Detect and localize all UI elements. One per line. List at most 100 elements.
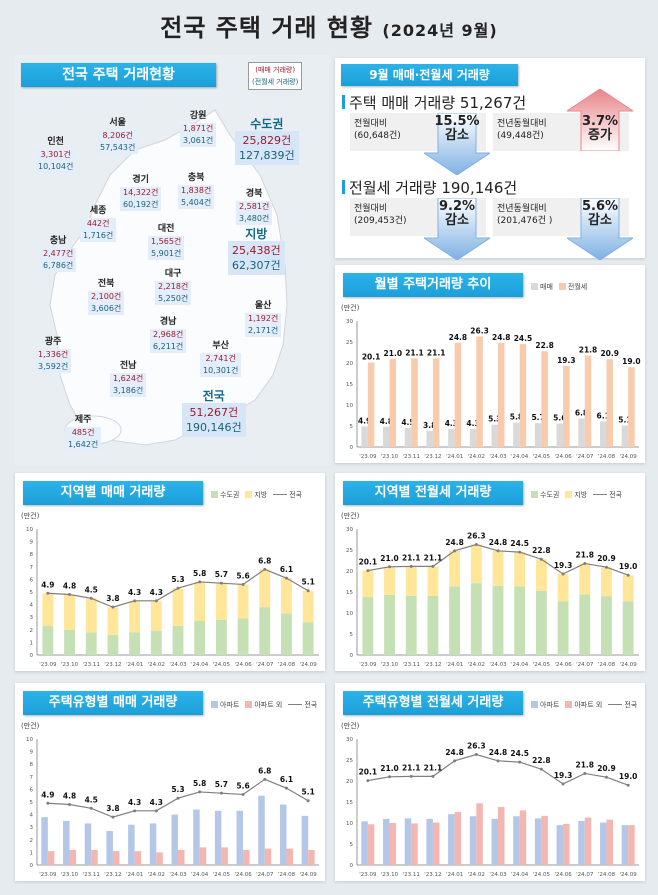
region-name: 부산	[212, 341, 229, 351]
bar-아파트	[279, 804, 287, 865]
bar-지방	[64, 594, 75, 630]
bar-아파트	[383, 818, 390, 865]
chart-legend: 매매 전월세	[525, 282, 587, 292]
chart-legend: 아파트 아파트 외 전국	[205, 700, 317, 710]
legend-label: 아파트	[540, 701, 560, 709]
data-label: 22.8	[532, 546, 551, 555]
bar-아파트 외	[432, 822, 440, 865]
x-tick-label: '24.02	[468, 662, 485, 668]
region-name: 강원	[189, 111, 207, 121]
bar-수도권	[514, 586, 526, 655]
data-label: 24.8	[489, 748, 508, 757]
sale-count: 1,838건	[181, 186, 212, 195]
line-point	[409, 564, 413, 568]
data-label: 21.0	[380, 554, 399, 563]
data-label: 21.1	[424, 763, 443, 772]
x-tick-label: '23.11	[83, 872, 100, 878]
map-legend: (매매 거래량) (전월세 거래량)	[248, 62, 303, 90]
chart-panel-type-sale: 주택유형별 매매 거래량 아파트 아파트 외 전국 (만건) 0 1 2 3 4 5 6 7 8 9 10 '2…	[15, 683, 325, 881]
y-tick-label: 6	[30, 787, 34, 793]
summary-heading: 9월 매매·전월세 거래량	[341, 64, 518, 86]
x-tick-label: '23.12	[104, 662, 121, 668]
bar-아파트	[361, 821, 368, 865]
region-경기: 경기 14,322건 60,192건	[120, 174, 162, 211]
line-point	[583, 771, 587, 775]
bar-매매	[534, 423, 542, 447]
bar-아파트	[258, 795, 265, 865]
x-tick-label: '24.08	[278, 662, 296, 668]
y-tick-label: 5	[350, 842, 354, 848]
compare-base: (201,476건 )	[497, 216, 553, 226]
y-tick-label: 5	[350, 632, 354, 638]
data-label: 26.3	[470, 327, 489, 336]
region-충북: 충북 1,838건 5,404건	[178, 172, 215, 209]
sale-count: 51,267건	[189, 406, 239, 419]
data-label: 4.9	[358, 416, 371, 425]
region-values: 2,741건 10,301건	[200, 353, 242, 377]
y-tick-label: 25	[346, 340, 353, 346]
line-point	[604, 775, 608, 779]
rent-count: 57,543건	[100, 143, 136, 152]
y-unit: (만건)	[341, 304, 360, 312]
region-values: 2,477건 6,786건	[40, 248, 77, 272]
legend-label: 전국	[609, 491, 623, 499]
region-수도권: 수도권 25,829건 127,839건	[235, 118, 299, 165]
data-label: 5.1	[302, 788, 315, 797]
title-period: (2024년 9월)	[382, 21, 498, 40]
data-label: 4.5	[401, 418, 414, 427]
sale-count: 2,968건	[153, 330, 184, 339]
region-전국: 전국 51,267건 190,146건	[182, 390, 246, 437]
legend-swatch	[558, 283, 566, 290]
page-title: 전국 주택 거래 현황 (2024년 9월)	[0, 8, 658, 43]
x-tick-label: '23.12	[424, 454, 441, 460]
bar-아파트	[63, 820, 70, 865]
line-point	[453, 759, 457, 763]
bar-아파트 외	[454, 812, 462, 865]
bar-아파트 외	[367, 824, 375, 865]
bar-수도권	[259, 607, 271, 655]
x-tick-label: '23.11	[83, 662, 100, 668]
bar-아파트 외	[91, 849, 98, 865]
x-tick-label: '24.02	[148, 872, 165, 878]
bar-지방	[302, 590, 314, 623]
data-label: 5.3	[171, 785, 184, 794]
x-tick-label: '24.08	[598, 454, 616, 460]
bar-지방	[129, 600, 141, 633]
chart-legend: 수도권 지방 전국	[205, 490, 302, 500]
arrow-down-icon	[424, 198, 490, 260]
bar-매매	[383, 426, 390, 447]
x-tick-label: '23.11	[403, 662, 420, 668]
data-label: 4.3	[128, 588, 141, 597]
rent-count: 3,480건	[239, 214, 270, 223]
data-label: 4.5	[85, 585, 98, 594]
x-tick-label: '24.08	[278, 872, 296, 878]
chart-title: 지역별 전월세 거래량	[343, 481, 523, 505]
data-label: 21.0	[380, 764, 399, 773]
x-tick-label: '23.11	[403, 454, 420, 460]
bar-전월세	[584, 355, 592, 447]
data-label: 5.8	[193, 569, 206, 578]
y-tick-label: 0	[350, 653, 354, 659]
y-unit: (만건)	[341, 722, 360, 730]
compare-direction: 감소	[445, 128, 469, 143]
bar-아파트 외	[47, 851, 55, 865]
region-values: 51,267건 190,146건	[182, 403, 246, 437]
line-point	[198, 580, 202, 584]
legend-line	[288, 704, 303, 705]
region-서울: 서울 8,206건 57,543건	[97, 117, 139, 154]
bar-아파트	[193, 809, 200, 865]
data-label: 6.1	[280, 565, 293, 574]
line-point	[583, 561, 587, 565]
rent-count: 3,592건	[38, 362, 69, 371]
sale-count: 1,565건	[151, 237, 182, 246]
x-tick-label: '24.06	[234, 662, 252, 668]
region-name: 대구	[164, 269, 182, 279]
data-label: 22.8	[535, 341, 554, 350]
x-tick-label: '23.10	[61, 662, 79, 668]
region-name: 충남	[49, 236, 67, 246]
region-대구: 대구 2,218건 5,250건	[155, 268, 192, 305]
y-tick-label: 25	[346, 548, 353, 554]
legend-label: 지방	[574, 491, 588, 499]
bar-매매	[448, 428, 455, 447]
bar-수도권	[405, 595, 417, 655]
